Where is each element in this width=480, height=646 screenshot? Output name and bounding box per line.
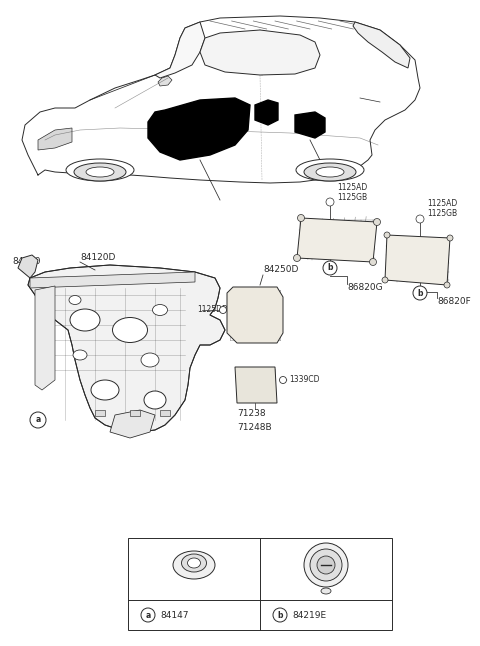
Ellipse shape [73,350,87,360]
Ellipse shape [316,167,344,177]
Ellipse shape [91,380,119,400]
Ellipse shape [66,159,134,181]
Ellipse shape [296,159,364,181]
Circle shape [416,215,424,223]
Text: 84120: 84120 [12,258,40,267]
Circle shape [370,258,376,266]
Polygon shape [353,22,410,68]
Polygon shape [235,367,277,403]
Bar [128,538,392,630]
Circle shape [279,377,287,384]
Circle shape [413,286,427,300]
Ellipse shape [74,163,126,181]
Polygon shape [18,255,38,278]
Text: b: b [327,264,333,273]
Text: 84250D: 84250D [263,266,299,275]
Ellipse shape [173,551,215,579]
Circle shape [326,198,334,206]
Text: 1125AD: 1125AD [337,183,367,191]
Circle shape [298,214,304,222]
Circle shape [382,277,388,283]
Polygon shape [30,272,195,288]
Polygon shape [155,22,205,78]
Polygon shape [110,410,155,438]
Circle shape [384,232,390,238]
Polygon shape [28,265,225,432]
Circle shape [141,608,155,622]
Polygon shape [38,128,72,150]
Circle shape [373,218,381,225]
Ellipse shape [144,391,166,409]
Circle shape [444,282,450,288]
Ellipse shape [69,295,81,304]
Text: 1339CD: 1339CD [289,375,320,384]
Ellipse shape [181,554,206,572]
Text: 84219E: 84219E [292,610,326,620]
Ellipse shape [86,167,114,177]
Ellipse shape [70,309,100,331]
Polygon shape [227,287,283,343]
Polygon shape [200,30,320,75]
Text: 1125AD: 1125AD [427,200,457,209]
Polygon shape [295,112,325,138]
Text: 84120D: 84120D [80,253,115,262]
Polygon shape [297,218,377,262]
Text: 84147: 84147 [160,610,189,620]
Polygon shape [148,98,250,160]
Bar [95,410,105,416]
Circle shape [447,235,453,241]
Bar [160,410,170,416]
Text: b: b [417,289,423,298]
Bar [130,410,140,416]
Polygon shape [158,76,172,86]
Ellipse shape [141,353,159,367]
Ellipse shape [304,163,356,181]
Polygon shape [255,100,278,125]
Text: 71238: 71238 [237,408,265,417]
Ellipse shape [112,317,147,342]
Circle shape [273,608,287,622]
Text: 86820G: 86820G [347,284,383,293]
Circle shape [310,549,342,581]
Circle shape [293,255,300,262]
Text: a: a [145,610,151,620]
Text: 1125DD: 1125DD [197,306,228,315]
Polygon shape [385,235,450,285]
Text: b: b [277,610,283,620]
Circle shape [317,556,335,574]
Text: 86820F: 86820F [437,298,471,306]
Circle shape [323,261,337,275]
Text: 1125GB: 1125GB [427,209,457,218]
Ellipse shape [153,304,168,315]
Circle shape [30,412,46,428]
Circle shape [219,306,227,313]
Text: a: a [36,415,41,424]
Ellipse shape [321,588,331,594]
Polygon shape [35,286,55,390]
Circle shape [304,543,348,587]
Ellipse shape [188,558,201,568]
Text: 71248B: 71248B [237,422,272,432]
Text: 1125GB: 1125GB [337,193,367,202]
